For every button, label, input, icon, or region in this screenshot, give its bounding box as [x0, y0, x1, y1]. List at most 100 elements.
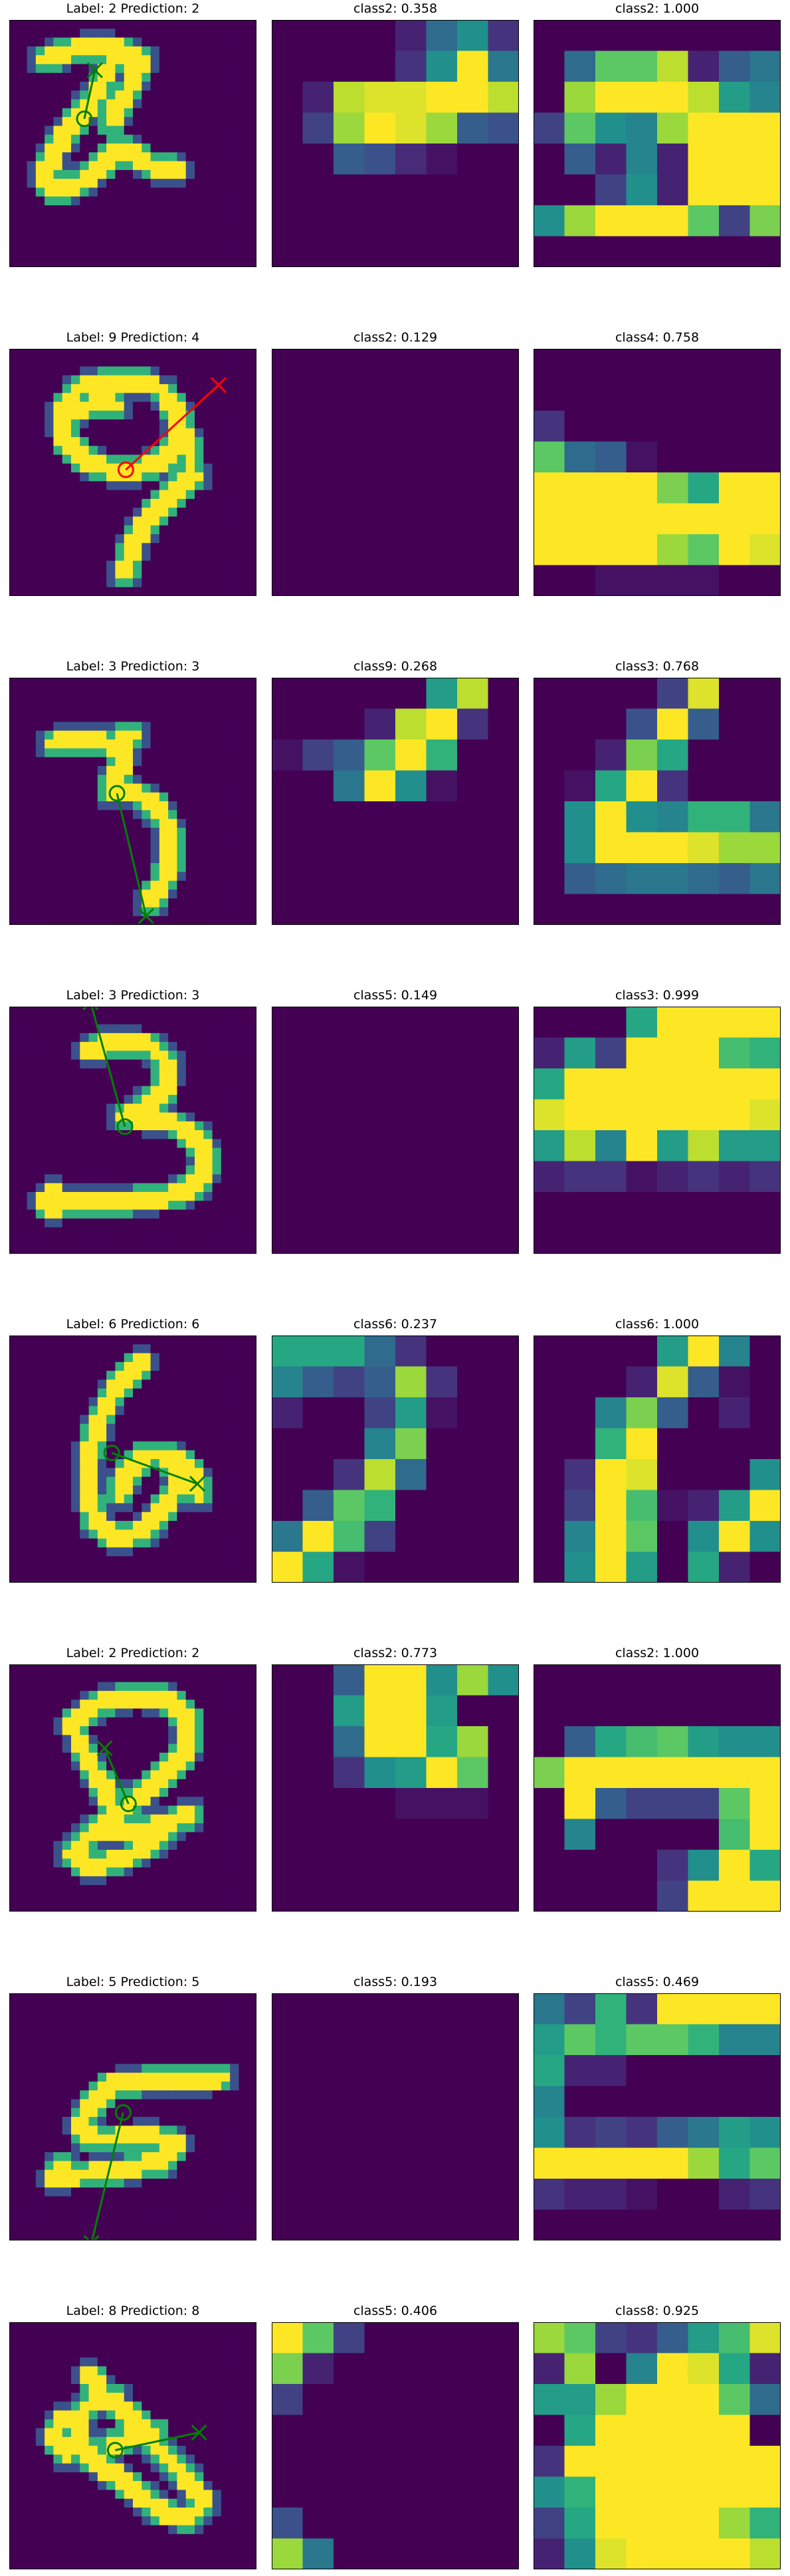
heatmap-cell-r4-c1-5-6	[62, 1050, 72, 1060]
heatmap-cell-r3-c1-4-19	[177, 713, 187, 723]
heatmap-cell-r1-c1-21-22	[203, 205, 213, 215]
heatmap-cell-r1-c1-13-1	[18, 134, 28, 144]
heatmap-cell-r1-c1-11-5	[53, 117, 63, 127]
heatmap-cell-r5-c1-22-16	[150, 1530, 160, 1539]
heatmap-cell-r2-c1-11-24	[221, 446, 231, 456]
heatmap-cell-r3-c1-12-20	[185, 783, 195, 793]
heatmap-cell-r4-c1-1-14	[133, 1015, 142, 1025]
heatmap-cell-r4-c1-5-2	[27, 1050, 37, 1060]
heatmap-cell-r4-c1-20-23	[212, 1183, 222, 1193]
heatmap-cell-r2-c1-2-27	[247, 366, 256, 376]
heatmap-cell-r2-c1-6-23	[212, 401, 222, 411]
heatmap-cell-r1-c1-0-11	[106, 20, 116, 29]
heatmap-cell-r2-c3-6-4	[657, 534, 689, 566]
heatmap-cell-r3-c1-1-9	[88, 686, 98, 696]
heatmap-cell-r6-c1-3-27	[247, 1690, 256, 1700]
heatmap-cell-r2-c1-17-26	[239, 498, 248, 508]
heatmap-cell-r3-c2-2-1	[302, 740, 334, 771]
heatmap-cell-r2-c1-26-18	[168, 578, 178, 588]
heatmap-cell-r1-c1-25-10	[97, 241, 107, 250]
heatmap-cell-r4-c1-16-8	[80, 1147, 90, 1157]
heatmap-cell-r1-c3-7-1	[564, 236, 596, 267]
heatmap-cell-r2-c1-3-15	[142, 375, 151, 385]
heatmap-cell-r4-c1-0-25	[230, 1007, 240, 1016]
heatmap-cell-r2-c1-9-9	[88, 428, 98, 438]
heatmap-cell-r2-c1-24-5	[53, 560, 63, 570]
heatmap-cell-r1-c1-4-27	[247, 55, 256, 65]
heatmap-cell-r1-c1-25-20	[185, 241, 195, 250]
heatmap-cell-r3-c1-21-16	[150, 863, 160, 872]
heatmap-cell-r2-c2-7-1	[302, 565, 334, 596]
heatmap-cell-r2-c1-13-20	[185, 463, 195, 473]
heatmap-cell-r6-c1-2-27	[247, 1682, 256, 1692]
heatmap-cell-r1-c1-9-20	[185, 99, 195, 109]
heatmap-cell-r5-c1-16-25	[230, 1476, 240, 1486]
heatmap-cell-r2-c1-20-7	[71, 525, 80, 535]
heatmap-cell-r6-c1-12-18	[168, 1770, 178, 1780]
heatmap-cell-r5-c2-1-4	[395, 1366, 427, 1398]
heatmap-cell-r2-c1-9-4	[45, 428, 54, 438]
heatmap-cell-r1-c1-4-13	[124, 55, 134, 65]
heatmap-cell-r2-c1-21-22	[203, 534, 213, 544]
heatmap-cell-r5-c1-6-13	[124, 1388, 134, 1398]
heatmap-cell-r2-c1-20-21	[195, 525, 204, 535]
heatmap-cell-r3-c1-0-6	[62, 678, 72, 687]
heatmap-cell-r2-c1-3-0	[9, 375, 19, 385]
heatmap-cell-r5-c1-14-2	[27, 1459, 37, 1468]
heatmap-cell-r2-c1-10-15	[142, 437, 151, 446]
heatmap-cell-r4-c1-17-17	[159, 1156, 169, 1166]
heatmap-cell-r5-c2-6-3	[364, 1521, 396, 1553]
heatmap-cell-r4-c1-2-17	[159, 1024, 169, 1034]
heatmap-cell-r5-c1-8-2	[27, 1406, 37, 1416]
heatmap-cell-r2-c1-4-3	[35, 384, 45, 394]
heatmap-cell-r1-c2-1-5	[426, 50, 458, 82]
heatmap-cell-r3-c1-14-2	[27, 801, 37, 811]
heatmap-cell-r2-c2-0-3	[364, 349, 396, 381]
heatmap-cell-r5-c1-27-10	[97, 1573, 107, 1583]
heatmap-cell-r4-c1-17-22	[203, 1156, 213, 1166]
heatmap-cell-r2-c1-17-4	[45, 498, 54, 508]
heatmap-cell-r3-c1-9-18	[168, 757, 178, 767]
heatmap-cell-r4-c1-23-4	[45, 1209, 54, 1219]
heatmap-cell-r3-c1-23-24	[221, 880, 231, 890]
heatmap-cell-r3-c1-8-12	[115, 748, 125, 758]
heatmap-cell-r1-c1-19-14	[133, 187, 142, 197]
heatmap-cell-r6-c1-0-15	[142, 1664, 151, 1674]
heatmap-cell-r1-c1-10-23	[212, 108, 222, 118]
heatmap-cell-r2-c1-0-24	[221, 349, 231, 358]
heatmap-cell-r2-c1-2-11	[106, 366, 116, 376]
heatmap-cell-r4-c3-2-3	[626, 1068, 658, 1100]
heatmap-cell-r1-c1-14-15	[142, 144, 151, 153]
heatmap-cell-r4-c1-18-19	[177, 1165, 187, 1175]
heatmap-cell-r5-c1-25-14	[133, 1556, 142, 1566]
heatmap-cell-r3-c2-5-7	[488, 832, 519, 864]
heatmap-cell-r1-c1-7-23	[212, 82, 222, 91]
heatmap-cell-r3-c1-10-17	[159, 765, 169, 775]
heatmap-cell-r5-c1-9-27	[247, 1415, 256, 1425]
heatmap-cell-r5-c1-20-22	[203, 1512, 213, 1522]
heatmap-cell-r4-c1-0-8	[80, 1007, 90, 1016]
heatmap-cell-r1-c1-8-24	[221, 90, 231, 100]
heatmap-cell-r5-c1-8-13	[124, 1406, 134, 1416]
heatmap-cell-r4-c1-23-0	[9, 1209, 19, 1219]
heatmap-cell-r3-c1-2-26	[239, 695, 248, 705]
heatmap-cell-r3-c2-5-2	[334, 832, 365, 864]
heatmap-cell-r3-c1-9-7	[71, 757, 80, 767]
heatmap-cell-r4-c1-9-21	[195, 1086, 204, 1096]
heatmap-cell-r1-c1-22-2	[27, 214, 37, 224]
heatmap-cell-r3-c2-2-3	[364, 740, 396, 771]
heatmap-cell-r2-c2-1-3	[364, 379, 396, 411]
heatmap-cell-r5-c1-24-8	[80, 1547, 90, 1557]
heatmap-cell-r1-c1-8-11	[106, 90, 116, 100]
heatmap-cell-r3-c1-22-20	[185, 872, 195, 882]
heatmap-cell-r4-c1-10-2	[27, 1094, 37, 1104]
heatmap-cell-r2-c2-3-7	[488, 441, 519, 473]
saliency-heatmap	[272, 1007, 519, 1254]
heatmap-cell-r6-c1-1-25	[230, 1673, 240, 1683]
heatmap-cell-r1-c1-16-13	[124, 161, 134, 171]
heatmap-cell-r5-c1-7-19	[177, 1397, 187, 1407]
heatmap-cell-r5-c1-13-4	[45, 1450, 54, 1460]
heatmap-cell-r4-c2-6-1	[302, 1192, 334, 1224]
heatmap-cell-r3-c1-20-6	[62, 854, 72, 864]
heatmap-cell-r5-c3-2-6	[719, 1397, 751, 1429]
